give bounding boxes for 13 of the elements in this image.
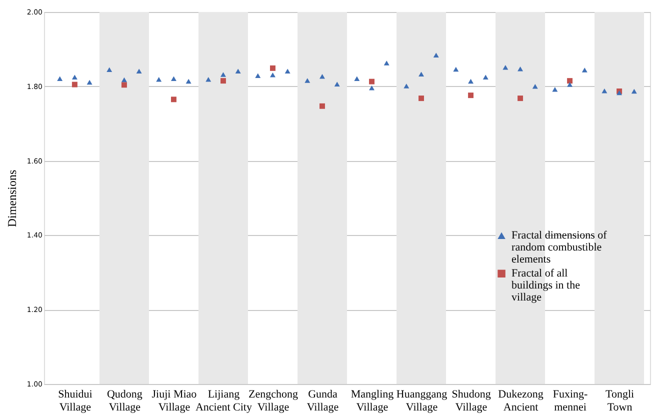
x-tick-label: Huanggang Village (396, 388, 448, 414)
x-tick-label: Gunda Village (306, 388, 339, 414)
x-tick-label: Tongli Town (606, 388, 634, 414)
legend-label: Fractal of all buildings in the village (512, 268, 580, 304)
x-tick-label: Fuxing-mennei (552, 388, 588, 414)
x-tick-label: Shuidui Village (58, 388, 92, 414)
x-tick-label: Mangling Village (350, 388, 394, 414)
x-tick-label: Shudong Village (452, 388, 492, 414)
x-tick-label: Jiuji Miao Village (152, 388, 198, 414)
x-tick-label: Dukezong Ancient (498, 388, 544, 414)
y-axis-title: Dimensions (4, 170, 19, 228)
legend-label: Fractal dimensions of random combustible elements (512, 230, 608, 266)
x-tick-label: Qudong Village (106, 388, 143, 414)
